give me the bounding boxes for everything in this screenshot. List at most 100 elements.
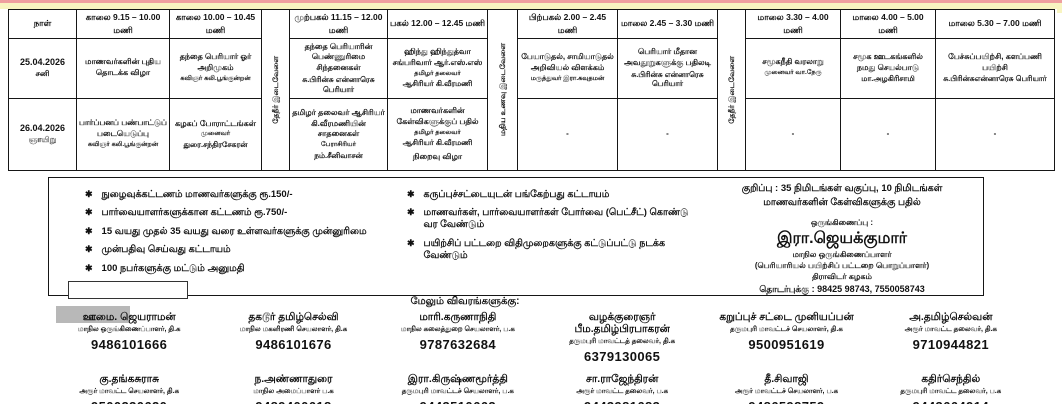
session-title: பேயாடுதல், சாமியாடுதல் அறிவியல் விளக்கம்	[521, 51, 614, 72]
tea-break-label: தேநீர் இடைவேளை	[271, 55, 280, 124]
session-title: தமிழர் தலைவர் ஆசிரியர் கி.வீரமணியின் சாத…	[292, 107, 385, 139]
note-item: ✱ கருப்புச்சட்டையுடன் பங்கேற்பது கட்டாயம…	[407, 189, 701, 201]
contact-card: ஊமை. ஜெயராமன் மாநில ஒருங்கிணைப்பாளர், தி…	[50, 311, 208, 364]
contact-phone: 6379130065	[584, 349, 661, 365]
asterisk-bullet-icon: ✱	[407, 207, 415, 218]
note-text: பயிற்சிப் பட்டறை விதிமுறைகளுக்கு கட்டுப்…	[423, 237, 666, 261]
notes-middle-column: ✱ கருப்புச்சட்டையுடன் பங்கேற்பது கட்டாயம…	[401, 178, 701, 295]
tea-break-column-1: தேநீர் இடைவேளை	[261, 9, 290, 171]
contact-role: தருமபுரி மாவட்டச் செயலாளர், ப.க	[401, 388, 514, 396]
notes-right-column: குறிப்பு : 35 நிமிடங்கள் வகுப்பு, 10 நிம…	[701, 178, 983, 295]
note-text: பார்வையாளர்களுக்கான கட்டணம் ரூ.750/-	[101, 207, 288, 219]
header-slot-9: மாலை 5.30 – 7.00 மணி	[935, 9, 1055, 39]
date-cell: 25.04.2026 சனி	[8, 37, 77, 99]
contact-role: மாநில ஒருங்கிணைப்பாளர், தி.க	[77, 326, 181, 334]
coordinator-name: இரா.ஜெயக்குமார்	[776, 230, 908, 247]
contact-role: அரூர் மாவட்டச் செயலாளர், ப.க	[734, 388, 839, 396]
dash: -	[566, 128, 569, 138]
session-title: பார்ப்பனப் பண்பாட்டுப் படையெடுப்பு	[79, 117, 167, 138]
note-remark-line2: மாணவர்களின் கேள்விகளுக்கு பதில்	[763, 197, 921, 208]
note-item: ✱ 15 வயது முதல் 35 வயது வரை உள்ளவர்களுக்…	[85, 226, 401, 238]
schedule-row-day2: 26.04.2026 ஞாயிறு பார்ப்பனப் பண்பாட்டுப்…	[8, 97, 1055, 171]
contact-phone: 9443664914	[872, 399, 1030, 404]
contact-name: தகடூர் தமிழ்செல்வி	[248, 311, 339, 323]
schedule-row-day1: 25.04.2026 சனி மாணவர்களின் புதிய தொடக்க …	[8, 37, 1055, 99]
contact-name: வழக்குரைஞர் பீம.தமிழ்பிரபாகரன்	[574, 311, 670, 336]
session-title: சமூக ஊடகங்களில் நமது செயல்பாடு	[853, 51, 923, 72]
session-cell: தமிழர் தலைவர் ஆசிரியர் கி.வீரமணியின் சாத…	[289, 97, 388, 171]
contact-phone: 9486598759	[707, 399, 865, 404]
note-item: ✱ நுழைவுக்கட்டணம் மாணவர்களுக்கு ரூ.150/-	[85, 189, 401, 201]
header-slot-1: காலை 9.15 – 10.00 மணி	[76, 9, 170, 39]
redacted-gray-box	[56, 306, 130, 323]
session-title: தந்தை பெரியார் ஓர் அறிமுகம்	[179, 51, 252, 72]
contact-phone: 9443510662	[379, 399, 537, 404]
header-slot-3: முற்பகல் 11.15 – 12.00 மணி	[289, 9, 388, 39]
note-remark-line1: குறிப்பு : 35 நிமிடங்கள் வகுப்பு, 10 நிம…	[741, 183, 943, 194]
contact-role: தருமபுரி மாவட்டச் செயலாளர், தி.க	[730, 326, 843, 334]
asterisk-bullet-icon: ✱	[407, 237, 415, 248]
contact-name: தீ.சிவாஜி	[764, 373, 809, 386]
note-item: ✱ பார்வையாளர்களுக்கான கட்டணம் ரூ.750/-	[85, 207, 401, 219]
contact-name: மாரி.கருணாநிதி	[419, 311, 497, 323]
header-slot-7: மாலை 3.30 – 4.00 மணி	[745, 9, 841, 39]
date-text: 25.04.2026	[19, 57, 66, 67]
contact-phone: 9710944821	[912, 337, 989, 353]
session-speaker: சு.பிரின்சு என்னாரெசு பெரியார்	[631, 69, 704, 89]
contact-name: கறுப்புச் சட்டை முனியப்பன்	[719, 311, 854, 323]
contact-phone: 9486101666	[91, 337, 168, 353]
note-item: ✱ மாணவர்கள், பார்வையாளர்கள் போர்வை (பெட்…	[407, 207, 701, 231]
session-speaker: ஆசிரியர் கி.வீரமணி	[402, 79, 473, 89]
contact-name: அ.தமிழ்செல்வன்	[909, 311, 993, 323]
coordinator-phone-line: தொடர்புக்கு : 98425 98743, 7550058743	[759, 284, 925, 294]
session-speaker-small: தமிழர் தலைவர்	[414, 69, 461, 77]
empty-cell: -	[935, 97, 1055, 171]
session-cell: தந்தை பெரியார் ஓர் அறிமுகம் கவிஞர் கலி.ப…	[169, 37, 262, 99]
session-cell: ஹிந்து ஹிந்துத்வா சங்பரிவார் ஆர்.எஸ்.எஸ்…	[387, 37, 488, 99]
note-item: ✱ பயிற்சிப் பட்டறை விதிமுறைகளுக்கு கட்டு…	[407, 238, 701, 262]
blank-whiteout-box	[68, 281, 188, 299]
contact-role: தருமபுரி மாவட்ட தலைவர், ப.க	[900, 388, 1002, 396]
session-speaker: மா.அழகிரிசாமி	[861, 74, 915, 84]
session-cell: பேயாடுதல், சாமியாடுதல் அறிவியல் விளக்கம்…	[517, 37, 618, 99]
session-title: பெரியார் மீதான அவதூறுகளுக்கு பதிலடி	[623, 46, 712, 67]
session-title: மாணவர்களின் கேள்விகளுக்குப் பதில்	[396, 106, 479, 126]
date-text: 26.04.2026	[19, 123, 66, 133]
contact-name: ஊமை. ஜெயராமன்	[82, 311, 176, 323]
note-text: 15 வயது முதல் 35 வயது வரை உள்ளவர்களுக்கு…	[101, 225, 367, 237]
session-cell: கழகப் போராட்டங்கள் முனைவர் துரை.சந்திரசே…	[169, 97, 262, 171]
contact-card: வழக்குரைஞர் பீம.தமிழ்பிரபாகரன் தருமபுரி …	[543, 311, 701, 364]
contact-name: கு.தங்கசுராசு	[99, 373, 159, 386]
contact-card: தீ.சிவாஜி அரூர் மாவட்டச் செயலாளர், ப.க 9…	[707, 373, 865, 404]
session-extra: நிறைவு விழா	[412, 151, 463, 161]
coordinator-role-2: (பெரியாரியல் பயிற்சிப் பட்டறை பொறுப்பாளர…	[754, 261, 930, 270]
asterisk-bullet-icon: ✱	[85, 225, 93, 236]
contact-phone: 9443981683	[543, 399, 701, 404]
contact-card: ந.அண்ணாதுரை மாநில அமைப்பாளர் ப.க 9489400…	[214, 373, 372, 404]
session-speaker-small: தமிழர் தலைவர்	[414, 128, 461, 136]
empty-cell: -	[840, 97, 936, 171]
session-speaker-small: முனைவர் வா.நேரு	[764, 69, 822, 77]
asterisk-bullet-icon: ✱	[85, 189, 93, 199]
notes-box: ✱ நுழைவுக்கட்டணம் மாணவர்களுக்கு ரூ.150/-…	[48, 177, 984, 296]
session-speaker-small: முனைவர்	[200, 130, 231, 138]
session-title: தந்தை பெரியாரின் பெண்ணுரிமை சிந்தனைகள்	[304, 41, 373, 73]
empty-cell: -	[617, 97, 718, 171]
header-slot-4: பகல் 12.00 – 12.45 மணி	[387, 9, 488, 39]
note-text: முன்பதிவு செய்வது கட்டாயம்	[101, 244, 231, 256]
note-text: 100 நபர்களுக்கு மட்டும் அனுமதி	[101, 262, 245, 274]
empty-cell: -	[745, 97, 841, 171]
contact-phone: 9500951619	[748, 337, 825, 353]
session-title: ஹிந்து ஹிந்துத்வா சங்பரிவார் ஆர்.எஸ்.எஸ்	[392, 47, 483, 67]
contact-name: ந.அண்ணாதுரை	[254, 373, 333, 386]
contact-phone: 9787632684	[419, 337, 496, 353]
session-title: கழகப் போராட்டங்கள்	[174, 118, 257, 128]
session-speaker: சு.பிரின்சுஎன்னாரெசு பெரியார்	[943, 74, 1047, 84]
session-cell: மாணவர்களின் கேள்விகளுக்குப் பதில் தமிழர்…	[387, 97, 488, 171]
contact-card: சா.ராஜேந்திரன் அரூர் மாவட்ட தலைவர், ப.க …	[543, 373, 701, 404]
session-title: பேச்சுப்பயிற்சி, களப்பணி பயிற்சி	[948, 51, 1042, 72]
session-speaker: சு.பிரின்சு என்னாரெசு பெரியார்	[302, 74, 375, 94]
session-title: சமூகநீதி வரலாறு	[762, 57, 824, 67]
note-text: நுழைவுக்கட்டணம் மாணவர்களுக்கு ரூ.150/-	[101, 189, 293, 200]
